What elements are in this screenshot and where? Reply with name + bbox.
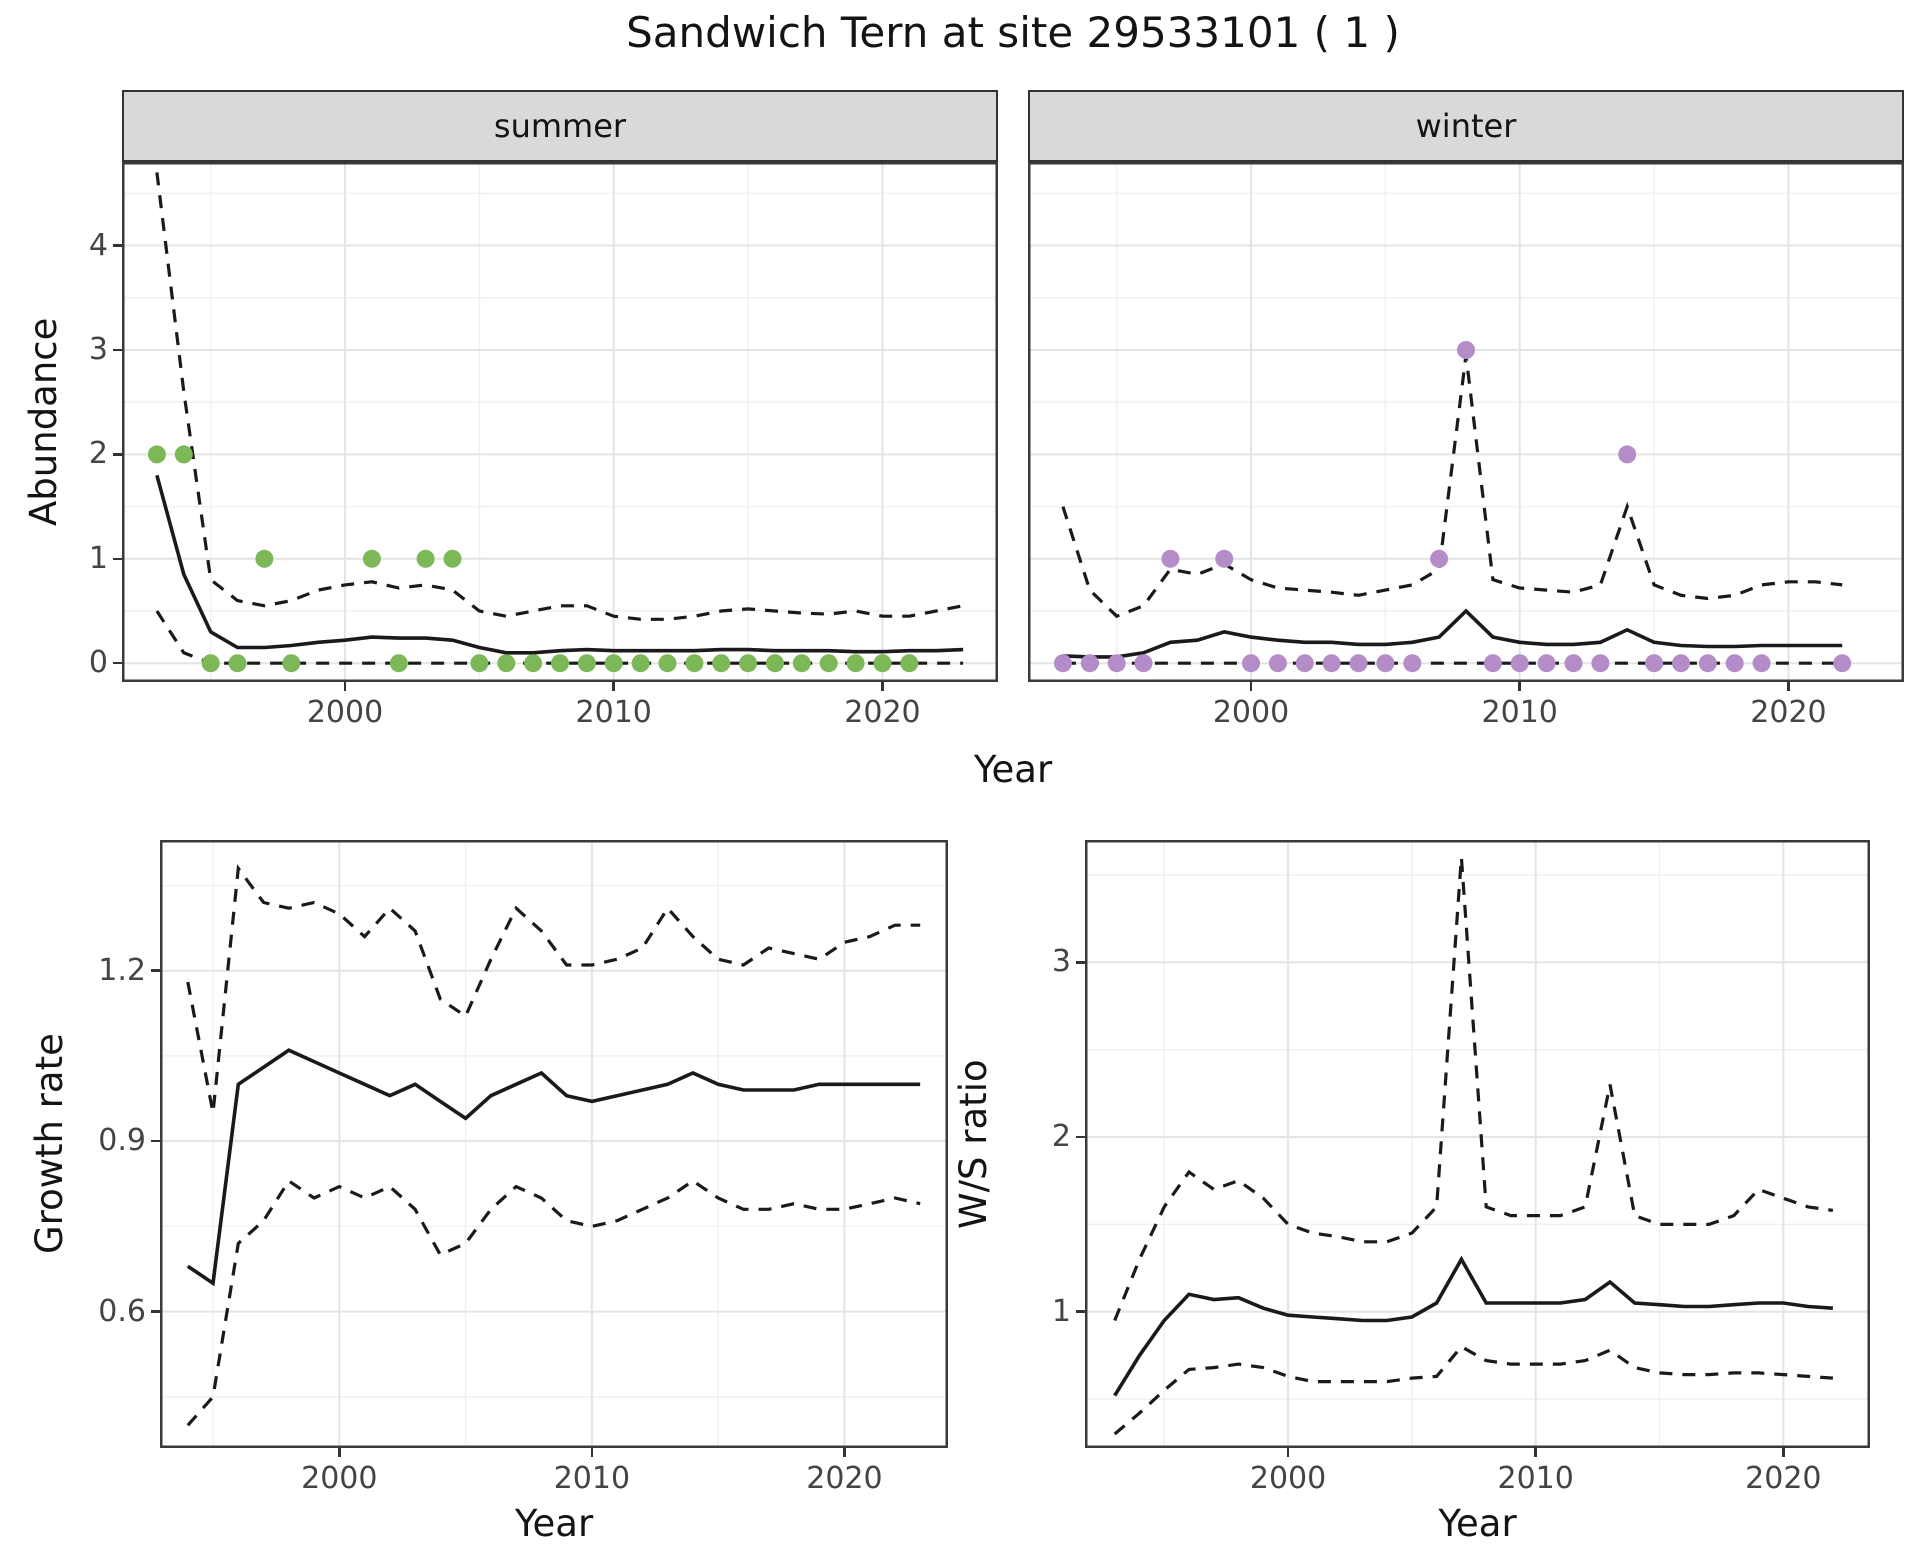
tick-mark — [1286, 1448, 1290, 1457]
x-axis-title-year-top: Year — [973, 748, 1053, 791]
tick-mark — [1076, 1310, 1085, 1313]
tick-mark — [1534, 1448, 1537, 1457]
x-tick-label: 2020 — [1745, 1461, 1822, 1496]
tick-mark — [1249, 682, 1253, 691]
tick-mark — [113, 661, 122, 665]
tick-mark — [1782, 1448, 1785, 1457]
tick-mark — [113, 557, 122, 561]
y-tick-label: 3 — [88, 331, 108, 367]
x-tick-label: 2020 — [806, 1461, 883, 1496]
facet-strip-winter: winter — [1028, 90, 1904, 162]
x-axis-title-year-ws: Year — [1438, 1502, 1517, 1545]
x-tick-label: 2020 — [844, 695, 921, 730]
x-tick-label: 2000 — [301, 1461, 378, 1496]
tick-mark — [343, 682, 347, 691]
y-tick-label: 3 — [1051, 944, 1071, 980]
facet-strip-summer: summer — [122, 90, 998, 162]
x-tick-label: 2010 — [1497, 1461, 1574, 1496]
figure-title: Sandwich Tern at site 29533101 ( 1 ) — [626, 8, 1400, 57]
tick-mark — [1518, 682, 1521, 691]
y-tick-label: 0.9 — [98, 1123, 146, 1159]
x-tick-label: 2010 — [1481, 695, 1558, 730]
tick-mark — [151, 1139, 160, 1143]
x-tick-label: 2010 — [575, 695, 652, 730]
tick-mark — [113, 244, 122, 247]
ws-ratio-panel — [1085, 840, 1870, 1448]
y-tick-label: 1 — [88, 540, 108, 576]
tick-mark — [1076, 1135, 1085, 1139]
y-tick-label: 1.2 — [98, 952, 146, 988]
y-tick-label: 4 — [88, 227, 108, 263]
tick-mark — [338, 1448, 341, 1457]
y-tick-label: 2 — [1051, 1119, 1071, 1154]
tick-mark — [881, 682, 884, 691]
tick-mark — [612, 682, 615, 691]
facet-strip-summer-label: summer — [493, 107, 627, 145]
growth-rate-panel — [160, 840, 948, 1448]
abundance-winter-panel — [1028, 162, 1904, 682]
tick-mark — [151, 969, 160, 972]
x-tick-label: 2020 — [1750, 695, 1827, 730]
y-tick-label: 0 — [88, 645, 108, 681]
tick-mark — [1076, 961, 1085, 964]
tick-mark — [113, 348, 122, 352]
x-axis-title-year-growth: Year — [514, 1502, 594, 1545]
tick-mark — [590, 1448, 594, 1457]
x-tick-label: 2000 — [1212, 695, 1290, 730]
x-tick-label: 2000 — [1249, 1461, 1327, 1496]
y-tick-label: 1 — [1051, 1293, 1071, 1329]
tick-mark — [151, 1310, 160, 1313]
y-tick-label: 0.6 — [98, 1293, 146, 1329]
tick-mark — [1787, 682, 1790, 691]
tick-mark — [843, 1448, 846, 1457]
x-tick-label: 2000 — [306, 695, 384, 730]
tick-mark — [113, 453, 122, 456]
facet-strip-winter-label: winter — [1415, 107, 1517, 145]
y-tick-label: 2 — [88, 436, 108, 472]
x-tick-label: 2010 — [553, 1461, 631, 1496]
abundance-summer-panel — [122, 162, 998, 682]
